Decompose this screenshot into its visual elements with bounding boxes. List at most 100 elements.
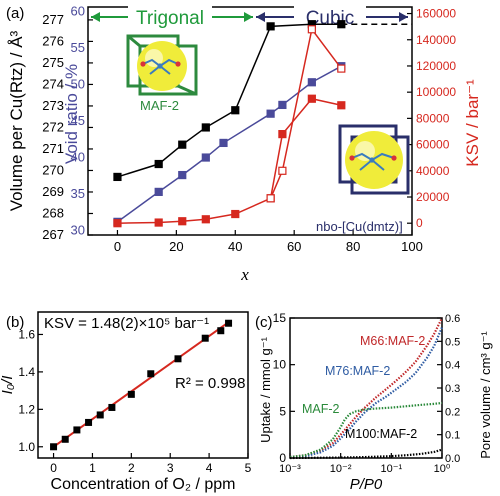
x-tick-label: 10⁰: [434, 463, 451, 475]
x-tick-label: 4: [206, 461, 213, 475]
trigonal-arrow-right-head: [244, 12, 253, 22]
plot-b-series: [50, 319, 233, 451]
maf2-structure-image: MAF-2: [126, 34, 198, 113]
volume-tick-label: 274: [42, 76, 64, 91]
x-tick-label: 60: [287, 239, 301, 254]
ksv-tick-label: 20000: [416, 190, 450, 204]
data-point: [225, 319, 233, 327]
plot-a-series: [113, 20, 412, 228]
void-tick-label: 55: [71, 40, 85, 55]
y-tick-left-label: 10: [273, 358, 287, 372]
plot-c-series-labels: M66:MAF-2 M76:MAF-2 MAF-2 M100:MAF-2: [302, 334, 425, 441]
data-point: [201, 334, 209, 342]
void-tick-label: 30: [71, 223, 85, 238]
maf2-cage-edge: [177, 84, 197, 96]
y-tick-right-label: 0.6: [445, 313, 460, 325]
isotherm-curve-0: [289, 317, 443, 459]
x-tick-label: 40: [228, 239, 242, 254]
cubic-arrow-left-head: [256, 12, 265, 22]
y-tick-right-label: 0.1: [445, 430, 460, 442]
data-point: [266, 22, 275, 31]
y-tick-right-label: 0.4: [445, 360, 460, 372]
ksv-annotation: KSV = 1.48(2)×10⁵ bar⁻¹: [44, 315, 209, 332]
isotherm-curve-3: [289, 448, 443, 460]
data-point: [73, 426, 81, 434]
x-tick-label: 80: [346, 239, 360, 254]
ksv-tick-label: 120000: [416, 59, 456, 73]
volume-tick-label: 275: [42, 55, 64, 70]
data-point: [85, 418, 93, 426]
plot-c-ylabel-right: Pore volume / cm³ g⁻¹: [478, 331, 493, 459]
data-point: [178, 140, 187, 149]
plot-c-series: [289, 317, 444, 460]
y-tick-right-label: 0.5: [445, 336, 460, 348]
x-tick-label: 20: [169, 239, 183, 254]
y-tick-left-label: 5: [279, 404, 286, 418]
panel-a-label: (a): [6, 5, 24, 22]
data-point: [154, 218, 163, 227]
volume-axis-title: Volume per Cu(Rtz) / Å³: [7, 30, 26, 211]
plot-a-frame: [87, 6, 413, 236]
ksv-axis-title: KSV / bar⁻¹: [463, 79, 482, 167]
plot-b-frame: [37, 311, 249, 459]
volume-tick-label: 276: [42, 33, 64, 48]
data-point: [201, 153, 210, 162]
data-point: [307, 25, 316, 34]
data-point: [307, 78, 316, 87]
data-point: [154, 187, 163, 196]
maf2-label: MAF-2: [140, 98, 179, 113]
data-point: [231, 106, 240, 115]
data-point: [178, 217, 187, 226]
x-tick-label: 10⁻³: [279, 463, 301, 475]
data-point: [96, 411, 104, 419]
data-point: [266, 194, 275, 203]
data-point: [113, 172, 122, 182]
maf2-atom: [157, 63, 163, 69]
x-tick-label: 100: [401, 239, 423, 254]
data-point: [278, 166, 287, 175]
series-label-m100: M100:MAF-2: [345, 427, 417, 441]
plot-c-ylabel-left: Uptake / mmol g⁻¹: [258, 336, 273, 443]
data-point: [147, 370, 155, 378]
series-label-m76: M76:MAF-2: [325, 364, 390, 378]
plot-a-ticks: 0 20 40 60 80 100 267 268 269 270 271 272 273 274 275 2…: [42, 3, 456, 254]
ksv-tick-label: 160000: [416, 7, 456, 21]
data-point: [178, 170, 187, 180]
cubic-arrow-right-head: [399, 12, 408, 22]
ksv-tick-label: 40000: [416, 164, 450, 178]
data-point: [61, 435, 69, 443]
void-tick-label: 45: [71, 113, 85, 128]
series-label-m66: M66:MAF-2: [360, 334, 425, 348]
volume-tick-label: 272: [42, 119, 64, 134]
y-tick-label: 1.0: [18, 440, 35, 454]
panel-a: (a) 0 20 40 60 80 100 267 268 269 270 271 272 273 274…: [6, 3, 482, 284]
data-point: [231, 209, 240, 219]
series-label-maf2: MAF-2: [302, 402, 340, 416]
panel-b: (b) 0 1 2 3 4 5 1.0 1.2 1.4 1.6 KSV = 1.48(2)×10⁵…: [0, 311, 252, 493]
y-tick-left-label: 0: [279, 451, 286, 465]
y-tick-left-label: 15: [273, 311, 287, 325]
data-point: [50, 443, 58, 451]
volume-tick-label: 271: [42, 141, 64, 156]
plot-b-xlabel: Concentration of O₂ / ppm: [51, 476, 236, 493]
volume-tick-label: 273: [42, 98, 64, 113]
data-point: [113, 219, 122, 228]
fit-line: [52, 319, 232, 448]
series-line-1: [117, 65, 342, 223]
x-tick-label: 10⁻²: [330, 463, 352, 475]
nbo-label: nbo-[Cu(dmtz)]: [316, 219, 403, 234]
nbo-sphere-highlight: [355, 141, 375, 161]
data-point: [266, 109, 275, 118]
series-line-3: [269, 27, 342, 199]
data-point: [337, 101, 346, 110]
r2-annotation: R² = 0.998: [175, 375, 245, 392]
x-tick-label: 0: [114, 239, 121, 254]
plot-c-xlabel: P/P0: [350, 476, 383, 493]
plot-b-ticks: 0 1 2 3 4 5 1.0 1.2 1.4 1.6: [18, 327, 251, 475]
series-line-2: [117, 97, 342, 224]
x-tick-label: 2: [128, 461, 135, 475]
plot-c-ticks: 10⁻³ 10⁻² 10⁻¹ 10⁰ 0 5 10 15 0.0 0.1 0.2 0.3 0.4 0.5 0…: [273, 311, 461, 475]
ksv-tick-label: 80000: [416, 111, 450, 125]
y-tick-label: 1.4: [18, 365, 35, 379]
